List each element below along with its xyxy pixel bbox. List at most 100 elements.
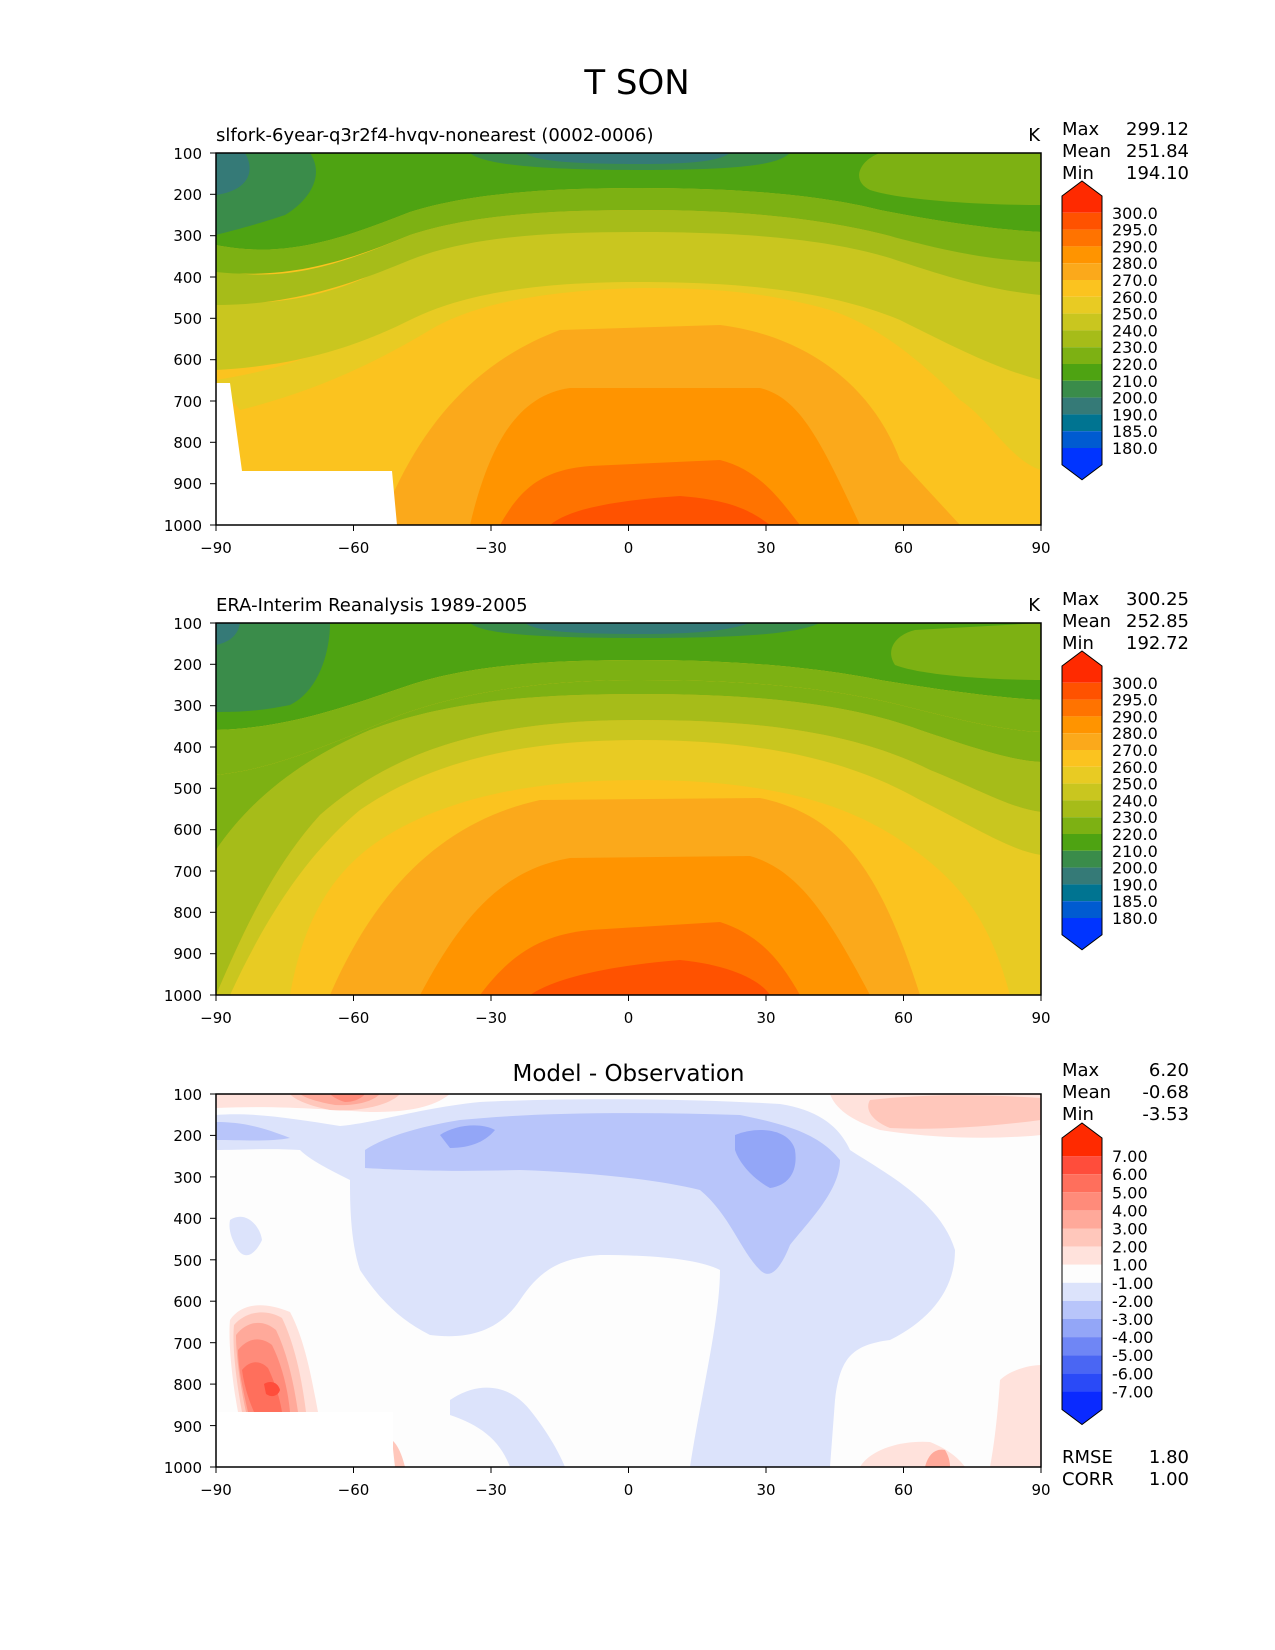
stat-mean-value: 252.85 [1126, 611, 1189, 632]
y-tick-label: 200 [173, 186, 202, 204]
units-label: K [1028, 125, 1041, 146]
x-tick-label: 30 [756, 1009, 775, 1027]
colorbar-level-label: 2.00 [1112, 1238, 1148, 1257]
colorbar-swatch [1062, 1355, 1102, 1374]
colorbar-level-label: 1.00 [1112, 1256, 1148, 1275]
contour-band-pos1e [392, 1440, 405, 1467]
contour-band-pos1c [990, 1365, 1041, 1467]
colorbar-level-label: 210.0 [1112, 372, 1158, 391]
panel-title: slfork-6year-q3r2f4-hvqv-nonearest (0002… [216, 125, 654, 146]
x-tick-label: −30 [475, 1481, 507, 1499]
colorbar-level-label: -1.00 [1112, 1274, 1153, 1293]
stat-min-label: Min [1062, 163, 1094, 184]
colorbar-level-label: 185.0 [1112, 422, 1158, 441]
y-tick-label: 100 [173, 615, 202, 633]
x-tick-label: −90 [200, 1481, 232, 1499]
x-tick-label: 60 [894, 539, 913, 557]
colorbar-level-label: -4.00 [1112, 1328, 1153, 1347]
contour-field [216, 623, 1041, 995]
colorbar: 300.0295.0290.0280.0270.0260.0250.0240.0… [1061, 180, 1158, 481]
contour-band-neg3b [735, 1130, 796, 1188]
topography-mask [216, 383, 397, 525]
x-tick-label: 0 [624, 1009, 634, 1027]
y-tick-label: 700 [173, 863, 202, 881]
y-tick-label: 400 [173, 739, 202, 757]
colorbar-level-label: 3.00 [1112, 1220, 1148, 1239]
colorbar-swatch [1062, 733, 1102, 750]
stat-min-label: Min [1062, 1104, 1094, 1125]
colorbar-swatch [1062, 651, 1102, 683]
colorbar-swatch [1062, 682, 1102, 700]
colorbar-swatch [1062, 1210, 1102, 1229]
stat-max-value: 6.20 [1149, 1060, 1189, 1081]
y-tick-label: 800 [173, 1376, 202, 1394]
y-tick-label: 700 [173, 393, 202, 411]
contour-band-210b [891, 623, 1041, 680]
x-tick-label: −60 [338, 1009, 370, 1027]
colorbar-swatch [1062, 783, 1102, 801]
y-tick-label: 400 [173, 1210, 202, 1228]
contour-band-190b [525, 623, 750, 634]
colorbar-level-label: -5.00 [1112, 1346, 1153, 1365]
colorbar-level-label: 295.0 [1112, 691, 1158, 710]
contour-band-neg3 [440, 1125, 495, 1148]
y-tick-label: 300 [173, 1169, 202, 1187]
colorbar-level-label: 200.0 [1112, 389, 1158, 408]
colorbar-swatch [1062, 296, 1102, 314]
colorbar-swatch [1062, 313, 1102, 331]
colorbar-swatch [1062, 1156, 1102, 1175]
x-axis: −90 −60 −30 0 30 60 90 [200, 1467, 1051, 1499]
colorbar-level-label: 300.0 [1112, 204, 1158, 223]
stat-max-value: 299.12 [1126, 119, 1189, 140]
colorbar-swatch [1062, 901, 1102, 918]
colorbar-level-label: 260.0 [1112, 758, 1158, 777]
colorbar-swatch [1062, 448, 1102, 480]
colorbar-level-label: -2.00 [1112, 1292, 1153, 1311]
colorbar-swatch [1062, 364, 1102, 381]
y-axis: 100 200 300 400 500 600 700 800 900 1000 [164, 615, 216, 1005]
x-tick-label: −60 [338, 1481, 370, 1499]
x-tick-label: 30 [756, 1481, 775, 1499]
colorbar: 7.006.005.004.003.002.001.00-1.00-2.00-3… [1061, 1122, 1153, 1426]
y-tick-label: 1000 [164, 987, 202, 1005]
stat-min-value: -3.53 [1142, 1104, 1189, 1125]
colorbar-swatch [1062, 1391, 1102, 1425]
colorbar-level-label: 295.0 [1112, 221, 1158, 240]
contour-band-pos6f [264, 1382, 280, 1397]
contour-field [216, 153, 1041, 525]
y-tick-label: 400 [173, 269, 202, 287]
colorbar-swatch [1062, 397, 1102, 415]
x-axis: −90 −60 −30 0 30 60 90 [200, 525, 1051, 557]
colorbar-level-label: -6.00 [1112, 1364, 1153, 1383]
contour-band-250 [216, 228, 1041, 380]
contour-band-295 [550, 496, 770, 525]
rmse-value: 1.80 [1149, 1447, 1189, 1468]
colorbar-swatch [1062, 1123, 1102, 1157]
contour-band-210 [216, 660, 1041, 775]
colorbar-swatch [1062, 246, 1102, 264]
y-tick-label: 500 [173, 310, 202, 328]
contour-band-190 [216, 623, 240, 645]
colorbar-swatch [1062, 766, 1102, 784]
y-tick-label: 600 [173, 821, 202, 839]
y-tick-label: 800 [173, 434, 202, 452]
colorbar-swatch [1062, 1300, 1102, 1319]
colorbar-level-label: 180.0 [1112, 909, 1158, 928]
colorbar-swatch [1062, 750, 1102, 767]
colorbar-level-label: 240.0 [1112, 321, 1158, 340]
colorbar-swatch [1062, 181, 1102, 213]
contour-band-pos4 [330, 1094, 365, 1102]
x-tick-label: 90 [1031, 1009, 1050, 1027]
rmse-label: RMSE [1062, 1447, 1113, 1468]
colorbar: 300.0295.0290.0280.0270.0260.0250.0240.0… [1061, 650, 1158, 951]
x-tick-label: −90 [200, 539, 232, 557]
x-tick-label: −30 [475, 1009, 507, 1027]
contour-field [216, 1094, 1041, 1467]
units-label: K [1028, 595, 1041, 616]
x-tick-label: 90 [1031, 539, 1050, 557]
y-tick-label: 900 [173, 1418, 202, 1436]
colorbar-swatch [1062, 1264, 1102, 1283]
colorbar-outline [1061, 650, 1103, 951]
y-tick-label: 800 [173, 904, 202, 922]
stat-mean-label: Mean [1062, 611, 1111, 632]
